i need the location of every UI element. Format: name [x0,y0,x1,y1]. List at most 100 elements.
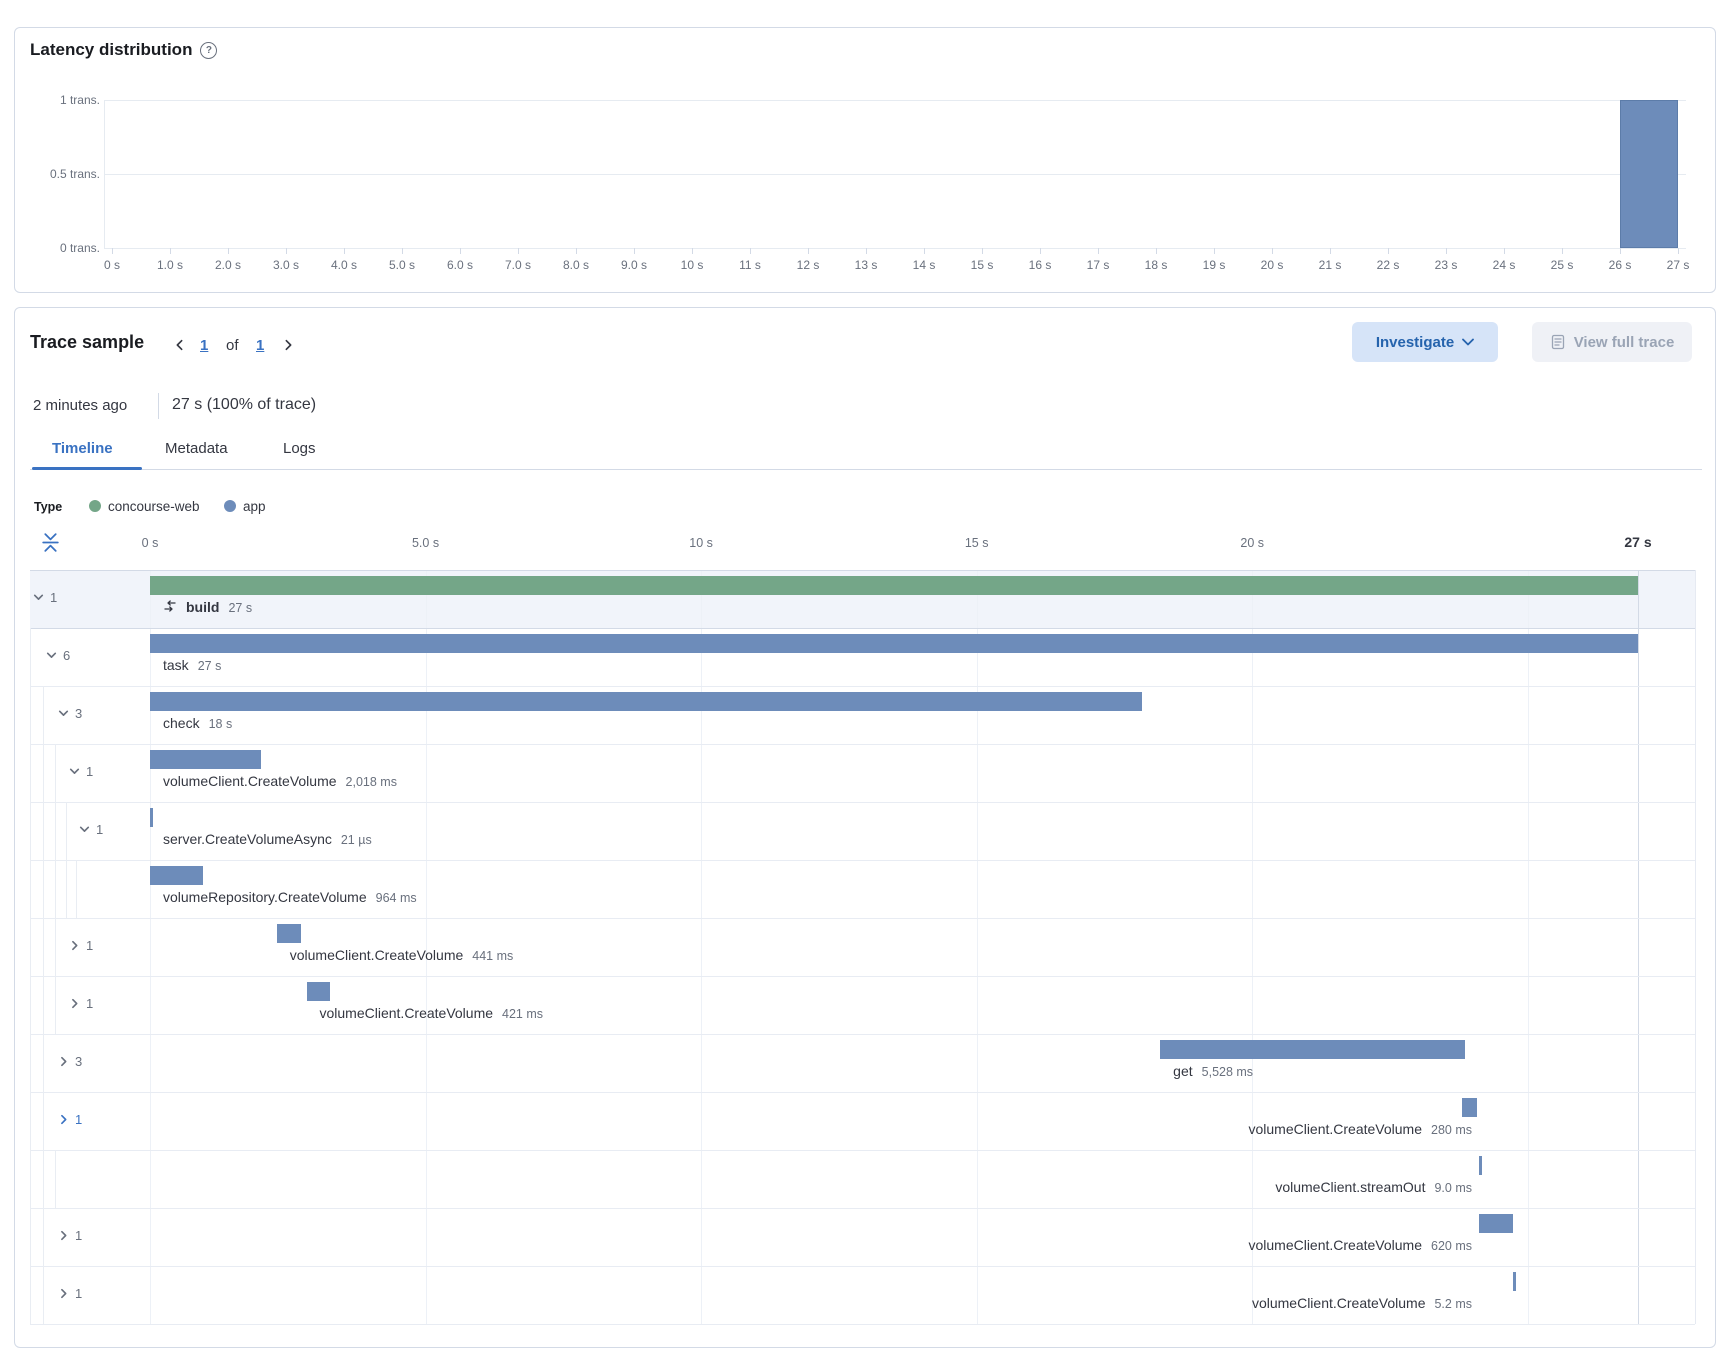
chevron-right-icon[interactable] [57,1113,70,1131]
nesting-guide-line [43,1092,44,1150]
nesting-guide-line [43,976,44,1034]
children-count[interactable]: 1 [86,764,94,779]
chevron-down-icon[interactable] [45,649,58,667]
chevron-down-icon[interactable] [57,707,70,725]
span-bar[interactable] [276,924,302,943]
histogram-x-tick [344,248,345,254]
histogram-x-tick [1156,248,1157,254]
subtitle-divider [158,393,159,419]
trace-sample-panel [14,307,1716,1348]
children-count[interactable]: 3 [75,1054,83,1069]
span-bar[interactable] [1479,1214,1514,1233]
span-name: server.CreateVolumeAsync [163,831,332,847]
tab-logs[interactable]: Logs [283,440,316,457]
children-count[interactable]: 1 [86,938,94,953]
children-count[interactable]: 1 [75,1228,83,1243]
nesting-guide-line [43,686,44,744]
histogram-x-tick-label: 21 s [1318,258,1342,272]
span-name: volumeClient.streamOut [1275,1179,1426,1195]
span-bar[interactable] [150,692,1142,711]
children-count[interactable]: 1 [75,1286,83,1301]
span-bar[interactable] [1479,1156,1483,1175]
span-name: volumeClient.CreateVolume [1251,1295,1426,1311]
children-count[interactable]: 1 [86,996,94,1011]
span-bar[interactable] [1160,1040,1465,1059]
help-icon[interactable]: ? [200,42,218,59]
children-count[interactable]: 1 [75,1112,83,1127]
prev-sample-icon[interactable] [173,338,186,357]
span-bar[interactable] [306,982,330,1001]
row-border [30,686,1695,687]
span-duration: 620 ms [1431,1239,1472,1253]
span-label: build 27 s [163,599,252,618]
pagination-of-label: of [226,337,239,354]
histogram-x-tick-label: 4.0 s [330,258,357,272]
span-row[interactable] [30,976,1695,1034]
span-bar[interactable] [150,750,262,769]
timeline-axis-label: 15 s [964,536,989,550]
investigate-button[interactable]: Investigate [1352,322,1498,362]
nesting-guide-line [55,918,56,976]
chevron-right-icon[interactable] [57,1287,70,1305]
children-count[interactable]: 1 [96,822,104,837]
legend-title: Type [34,500,63,514]
span-duration: 280 ms [1431,1123,1472,1137]
row-border [30,1092,1695,1093]
chevron-down-icon[interactable] [68,765,81,783]
chevron-right-icon[interactable] [57,1229,70,1247]
histogram-bar[interactable] [1620,100,1678,248]
histogram-y-axis [104,100,105,248]
nesting-guide-line [55,1150,56,1208]
histogram-x-tick-label: 3.0 s [272,258,299,272]
span-bar[interactable] [150,634,1638,653]
next-sample-icon[interactable] [282,338,295,357]
span-name: get [1173,1063,1193,1079]
waterfall-axis: 0 s 5.0 s 10 s 15 s 20 s 27 s [0,0,1732,570]
span-bar[interactable] [150,866,204,885]
chevron-right-icon[interactable] [57,1055,70,1073]
histogram-x-tick [518,248,519,254]
fold-timeline-icon[interactable] [40,531,61,559]
histogram-x-tick [170,248,171,254]
latency-panel-title: Latency distribution [30,40,193,59]
current-sample-number[interactable]: 1 [200,337,209,354]
histogram-x-tick-label: 14 s [912,258,936,272]
view-full-trace-button[interactable]: View full trace [1532,322,1692,362]
histogram-x-tick [1388,248,1389,254]
histogram-x-tick [1330,248,1331,254]
children-count[interactable]: 1 [50,590,58,605]
span-name: task [163,657,189,673]
timeline-axis-label: 5.0 s [411,536,440,550]
histogram-x-tick-label: 2.0 s [214,258,241,272]
row-border [30,1266,1695,1267]
tab-timeline[interactable]: Timeline [52,440,113,457]
histogram-x-tick-label: 22 s [1376,258,1400,272]
histogram-x-tick-label: 13 s [854,258,878,272]
children-count[interactable]: 6 [63,648,71,663]
chevron-down-icon[interactable] [78,823,91,841]
total-samples-number[interactable]: 1 [256,337,265,354]
span-label: check 18 s [163,715,232,731]
chevron-right-icon[interactable] [68,997,81,1015]
histogram-x-tick [634,248,635,254]
span-bar[interactable] [150,576,1638,595]
nesting-guide-line [43,1150,44,1208]
nesting-guide-line [43,918,44,976]
histogram-x-tick [112,248,113,254]
span-bar[interactable] [1513,1272,1517,1291]
span-label: volumeClient.CreateVolume 441 ms [290,947,514,963]
histogram-x-tick-label: 24 s [1492,258,1516,272]
histogram-x-tick [460,248,461,254]
span-bar[interactable] [1461,1098,1478,1117]
span-bar[interactable] [150,808,153,827]
chevron-down-icon[interactable] [32,591,45,609]
legend-item-concourse-web: concourse-web [89,499,200,514]
histogram-gridline [104,248,1686,249]
tab-metadata[interactable]: Metadata [165,440,228,457]
row-border [30,802,1695,803]
histogram-x-tick [1504,248,1505,254]
histogram-x-tick-label: 11 s [739,258,761,272]
histogram-x-tick-label: 19 s [1202,258,1226,272]
chevron-right-icon[interactable] [68,939,81,957]
children-count[interactable]: 3 [75,706,83,721]
